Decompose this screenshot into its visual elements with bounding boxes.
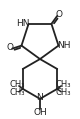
Text: O: O [56, 10, 63, 19]
Text: CH₃: CH₃ [55, 88, 71, 97]
Text: HN: HN [16, 19, 30, 28]
Text: N: N [37, 93, 43, 102]
Text: OH: OH [33, 108, 47, 117]
Text: CH₃: CH₃ [9, 80, 25, 89]
Text: NH: NH [57, 41, 71, 50]
Text: O: O [7, 43, 14, 52]
Text: CH₃: CH₃ [9, 88, 25, 97]
Text: CH₃: CH₃ [55, 80, 71, 89]
